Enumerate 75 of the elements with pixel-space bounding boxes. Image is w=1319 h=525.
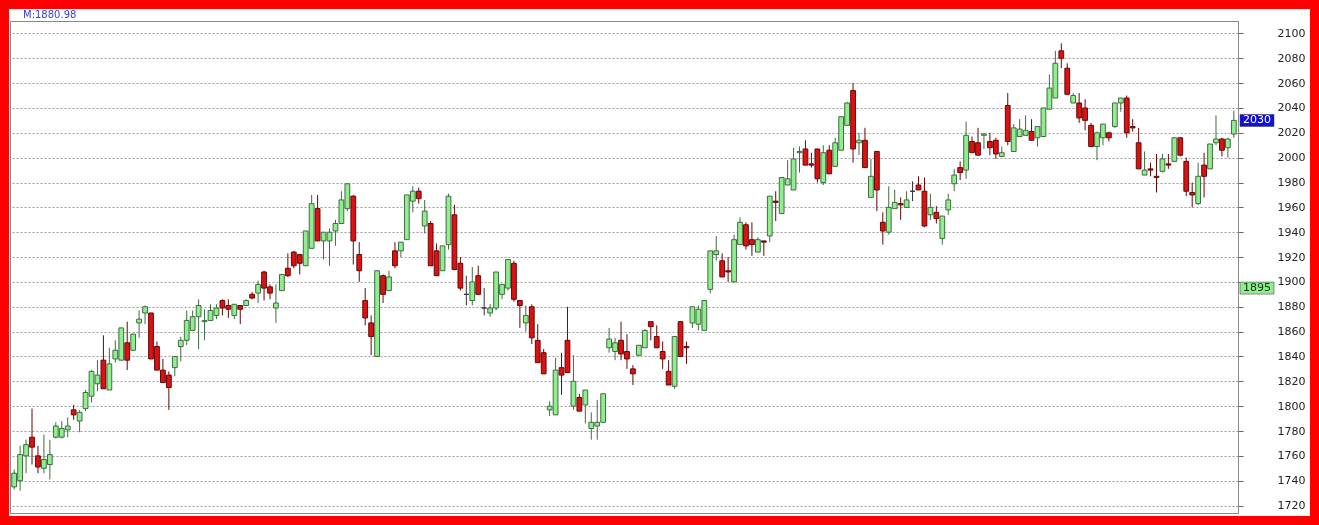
y-tick-label: 1820 xyxy=(1277,374,1306,388)
y-tick-label: 1740 xyxy=(1277,474,1306,488)
y-tick-label: 1880 xyxy=(1277,300,1306,314)
candlestick xyxy=(659,341,666,370)
candlestick xyxy=(255,280,261,304)
candlestick xyxy=(356,241,363,283)
candlestick xyxy=(1213,114,1219,146)
candlestick xyxy=(772,190,779,222)
candlestick xyxy=(29,408,35,466)
candlestick xyxy=(868,158,874,198)
candlestick xyxy=(856,132,862,156)
candlestick xyxy=(1058,42,1065,69)
candlestick xyxy=(136,309,142,339)
candlestick xyxy=(124,321,131,371)
y-tick-label: 1840 xyxy=(1277,349,1306,363)
candlestick xyxy=(273,283,279,324)
candlestick xyxy=(475,265,482,295)
candlestick xyxy=(1171,137,1178,162)
candlestick xyxy=(1153,153,1160,193)
candlestick xyxy=(927,193,934,221)
y-tick-label: 1940 xyxy=(1277,225,1306,239)
candlestick xyxy=(653,324,660,349)
candlestick xyxy=(951,168,958,192)
candlestick xyxy=(368,314,375,356)
y-tick-label: 1900 xyxy=(1277,275,1306,289)
candlestick xyxy=(647,321,654,341)
y-tick-label: 1980 xyxy=(1277,176,1306,190)
candlestick xyxy=(1028,118,1035,141)
candlestick xyxy=(1201,152,1207,198)
y-tick-label: 1960 xyxy=(1277,200,1306,214)
text: M:1880.98 xyxy=(23,9,77,20)
candlestick xyxy=(1141,150,1148,176)
candlestick xyxy=(897,196,904,221)
candlestick xyxy=(1189,182,1196,208)
candlestick xyxy=(1159,153,1166,174)
y-tick-label: 2100 xyxy=(1277,26,1306,40)
y-tick-label: 1780 xyxy=(1277,424,1306,438)
candlestick xyxy=(665,359,672,386)
candlestick xyxy=(981,132,987,150)
candlestick xyxy=(879,211,886,246)
candlestick xyxy=(421,199,428,234)
y-tick-label: 2060 xyxy=(1277,76,1306,90)
candlestick xyxy=(582,389,589,425)
annotation: 2030 xyxy=(1243,113,1271,127)
y-tick-label: 2080 xyxy=(1277,51,1306,65)
y-tick-label: 1760 xyxy=(1277,449,1306,463)
candlestick xyxy=(957,160,964,181)
candlestick xyxy=(517,300,523,329)
candlestick xyxy=(284,252,291,278)
y-tick-label: 1860 xyxy=(1277,325,1306,339)
candlestick xyxy=(945,193,952,216)
candlestick xyxy=(469,266,476,307)
candlestick xyxy=(237,305,244,325)
candlestick xyxy=(522,305,529,333)
candlestick xyxy=(939,215,946,246)
y-tick-label: 1720 xyxy=(1277,499,1306,513)
candlestick xyxy=(171,355,178,377)
candlestick xyxy=(1230,109,1237,139)
candlestick xyxy=(796,145,803,174)
y-tick-label: 1920 xyxy=(1277,250,1306,264)
candlestick xyxy=(1088,122,1094,147)
candlestick xyxy=(392,241,398,269)
y-tick-label: 2000 xyxy=(1277,151,1306,165)
candlestick xyxy=(76,409,83,433)
candlestick xyxy=(826,144,833,175)
candlestick xyxy=(380,273,386,304)
annotation: 1895 xyxy=(1243,281,1271,295)
candlestick xyxy=(630,364,636,386)
y-tick-label: 2020 xyxy=(1277,126,1306,140)
y-tick-label: 1800 xyxy=(1277,399,1306,413)
y-tick-label: 2040 xyxy=(1277,101,1306,115)
candlestick xyxy=(35,445,41,474)
candlestick xyxy=(481,287,488,316)
candlestick xyxy=(362,287,369,326)
candlestick xyxy=(386,270,392,292)
